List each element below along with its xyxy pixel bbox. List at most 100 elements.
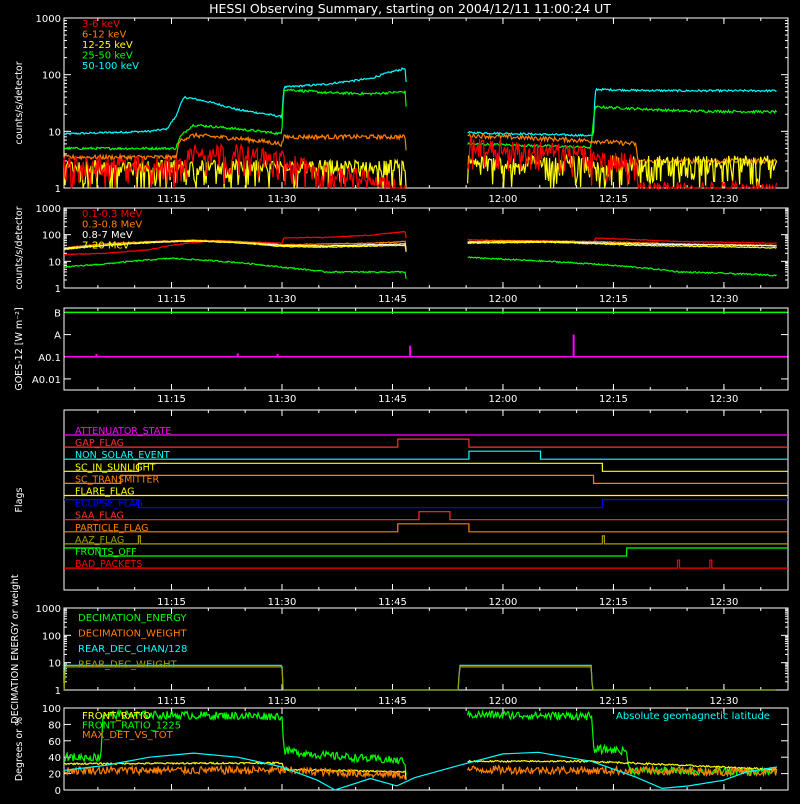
legend-entry: DECIMATION_WEIGHT bbox=[78, 629, 187, 640]
x-tick-label: 12:30 bbox=[710, 597, 739, 608]
flag-trace bbox=[64, 559, 788, 569]
x-tick-label: 12:00 bbox=[489, 294, 518, 305]
plot-title: HESSI Observing Summary, starting on 200… bbox=[209, 1, 611, 16]
panel-rates-high: 11:15 11:30 11:45 12:00 12:15 12:30 counts/s/d… bbox=[14, 204, 789, 305]
y-tick-label: 40 bbox=[48, 753, 61, 764]
x-tick-label: 11:45 bbox=[378, 394, 407, 405]
flag-trace bbox=[64, 438, 788, 448]
flag-label: FLARE_FLAG bbox=[75, 487, 135, 498]
series-12-25-kev bbox=[63, 158, 407, 189]
flag-label: NON_SOLAR_EVENT bbox=[75, 450, 170, 461]
x-tick-label: 11:15 bbox=[157, 194, 186, 205]
x-tick-label: 11:30 bbox=[268, 597, 297, 608]
flag-label: GAP_FLAG bbox=[75, 438, 124, 449]
legend-entry: FRONT_RATIO bbox=[82, 711, 151, 722]
flag-trace bbox=[64, 535, 788, 545]
panel-frame bbox=[63, 707, 789, 791]
flag-trace bbox=[64, 523, 788, 533]
x-tick-label: 12:15 bbox=[599, 394, 628, 405]
x-tick-label: 11:15 bbox=[157, 394, 186, 405]
legend-entry: REAR_DEC_WEIGHT bbox=[78, 660, 177, 671]
x-tick-label: 12:15 bbox=[599, 294, 628, 305]
y-axis-label: Degrees or % bbox=[14, 717, 25, 781]
series-rear-dec-weight bbox=[63, 666, 777, 691]
y-tick-label: A bbox=[54, 331, 61, 342]
flag-label: AAZ_FLAG bbox=[75, 535, 124, 546]
y-axis-label: GOES-12 [W m⁻²] bbox=[14, 307, 25, 390]
x-tick-label: 12:00 bbox=[489, 597, 518, 608]
y-tick-label: 100 bbox=[42, 704, 61, 715]
y-tick-label: 10 bbox=[48, 127, 61, 138]
x-tick-label: 12:30 bbox=[710, 696, 739, 707]
panel-ratios: Degrees or % 0 20 40 60 80 100 FRONT_RATIOFRONT… bbox=[14, 704, 789, 797]
y-tick-label: A0.1 bbox=[38, 353, 61, 364]
series-25-50-kev bbox=[64, 88, 407, 151]
legend-entry: MAX_DET_VS_TOT bbox=[82, 730, 174, 741]
flag-trace bbox=[64, 462, 788, 472]
x-tick-label: 11:15 bbox=[157, 696, 186, 707]
series-6-12-kev bbox=[63, 131, 407, 162]
x-tick-label: 11:45 bbox=[378, 597, 407, 608]
x-tick-label: 12:15 bbox=[599, 597, 628, 608]
latitude-annotation: Absolute geomagnetic latitude bbox=[616, 711, 770, 722]
x-tick-label: 11:30 bbox=[268, 696, 297, 707]
x-tick-label: 12:30 bbox=[710, 394, 739, 405]
y-axis-label: counts/s/detector bbox=[14, 61, 25, 144]
y-tick-label: A0.01 bbox=[32, 375, 61, 386]
flag-trace bbox=[64, 547, 788, 557]
panel-frame bbox=[63, 307, 789, 391]
flag-label: SAA_FLAG bbox=[75, 511, 124, 522]
legend-entry: 6-12 keV bbox=[82, 30, 126, 41]
y-tick-label: 10 bbox=[48, 659, 61, 670]
legend-entry: DECIMATION_ENERGY bbox=[78, 613, 187, 624]
geomagnetic-latitude-line bbox=[64, 751, 778, 791]
y-tick-label: 60 bbox=[48, 737, 61, 748]
panel-frame bbox=[63, 207, 789, 289]
legend-entry: 0.8-7 MeV bbox=[82, 230, 133, 241]
flag-trace bbox=[64, 474, 788, 484]
y-tick-label: 100 bbox=[42, 71, 61, 82]
legend-entry: 50-100 keV bbox=[82, 61, 139, 72]
panel-goes: 11:15 11:30 11:45 12:00 12:15 12:30 GOES-12 [W… bbox=[14, 307, 789, 405]
y-axis-label: DECIMATION ENERGY or weight bbox=[10, 574, 21, 723]
x-tick-label: 11:45 bbox=[378, 194, 407, 205]
x-tick-label: 12:15 bbox=[599, 194, 628, 205]
flag-label: ATTENUATOR_STATE bbox=[75, 426, 171, 437]
y-tick-label: 100 bbox=[42, 631, 61, 642]
y-tick-label: 100 bbox=[42, 231, 61, 242]
legend-entry: 3-6 keV bbox=[82, 19, 120, 30]
panel-rates-low: 11:15 11:30 11:45 12:00 12:15 12:30 counts/s/d… bbox=[14, 14, 789, 205]
x-tick-label: 12:30 bbox=[710, 194, 739, 205]
x-tick-label: 11:30 bbox=[268, 394, 297, 405]
legend-entry: 7-20 MeV bbox=[82, 241, 130, 252]
y-tick-label: 1000 bbox=[36, 604, 61, 615]
flag-trace bbox=[64, 450, 788, 460]
series-3-6-kev bbox=[63, 142, 407, 190]
legend-entry: 12-25 keV bbox=[82, 40, 133, 51]
series-front-ratio-1225 bbox=[467, 709, 778, 778]
flag-label: ECLIPSE_FLAG bbox=[75, 499, 143, 510]
series-7-20-mev bbox=[63, 239, 407, 252]
y-tick-label: 1 bbox=[55, 686, 61, 697]
flag-trace bbox=[64, 511, 788, 521]
x-tick-label: 12:30 bbox=[710, 294, 739, 305]
series-12-25-kev bbox=[467, 153, 778, 189]
series-7-20-mev bbox=[467, 241, 777, 249]
panel-frame bbox=[63, 17, 789, 189]
series-front-ratio-1225 bbox=[63, 708, 407, 776]
y-tick-label: 0 bbox=[55, 786, 61, 797]
y-tick-label: 1000 bbox=[36, 204, 61, 215]
y-axis-label: counts/s/detector bbox=[14, 206, 25, 289]
y-axis-label: Flags bbox=[14, 487, 25, 512]
y-tick-label: 1 bbox=[55, 184, 61, 195]
series-0-8-7-mev bbox=[467, 240, 777, 247]
y-tick-label: 1 bbox=[55, 284, 61, 295]
y-tick-label: 1000 bbox=[36, 14, 61, 25]
x-tick-label: 11:30 bbox=[268, 194, 297, 205]
legend-entry: REAR_DEC_CHAN/128 bbox=[78, 644, 187, 655]
series-max-det-vs-tot bbox=[63, 764, 407, 780]
series-50-100-kev bbox=[63, 67, 407, 136]
x-tick-label: 12:00 bbox=[489, 394, 518, 405]
